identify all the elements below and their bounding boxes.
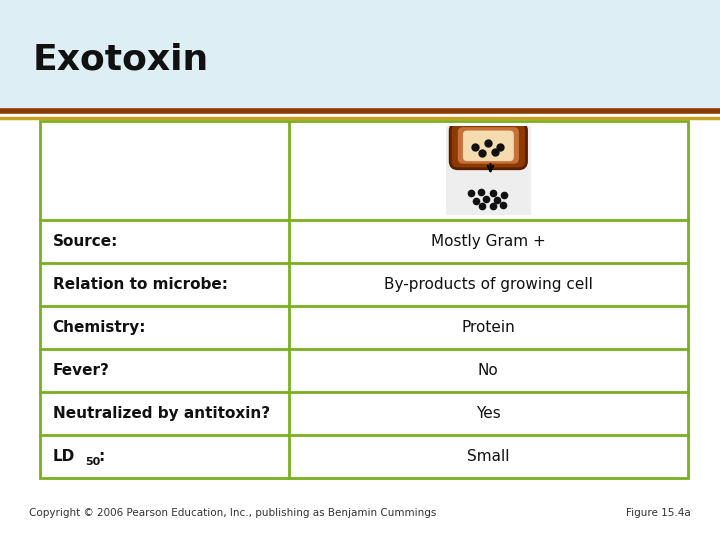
Text: Yes: Yes — [476, 406, 500, 421]
Text: Source:: Source: — [53, 234, 118, 249]
Text: Protein: Protein — [462, 320, 516, 335]
Text: 50: 50 — [86, 457, 101, 467]
Text: Figure 15.4a: Figure 15.4a — [626, 508, 691, 518]
Text: Mostly Gram +: Mostly Gram + — [431, 234, 546, 249]
Text: No: No — [478, 363, 499, 378]
Text: LD: LD — [53, 449, 75, 464]
FancyBboxPatch shape — [463, 131, 514, 161]
Text: Small: Small — [467, 449, 510, 464]
Text: Neutralized by antitoxin?: Neutralized by antitoxin? — [53, 406, 270, 421]
Text: Exotoxin: Exotoxin — [32, 43, 209, 76]
Text: By-products of growing cell: By-products of growing cell — [384, 277, 593, 292]
FancyBboxPatch shape — [458, 127, 519, 164]
Text: Fever?: Fever? — [53, 363, 109, 378]
Text: Chemistry:: Chemistry: — [53, 320, 146, 335]
FancyBboxPatch shape — [450, 123, 526, 169]
Text: Relation to microbe:: Relation to microbe: — [53, 277, 228, 292]
Text: Copyright © 2006 Pearson Education, Inc., publishing as Benjamin Cummings: Copyright © 2006 Pearson Education, Inc.… — [29, 508, 436, 518]
Text: :: : — [99, 449, 105, 464]
